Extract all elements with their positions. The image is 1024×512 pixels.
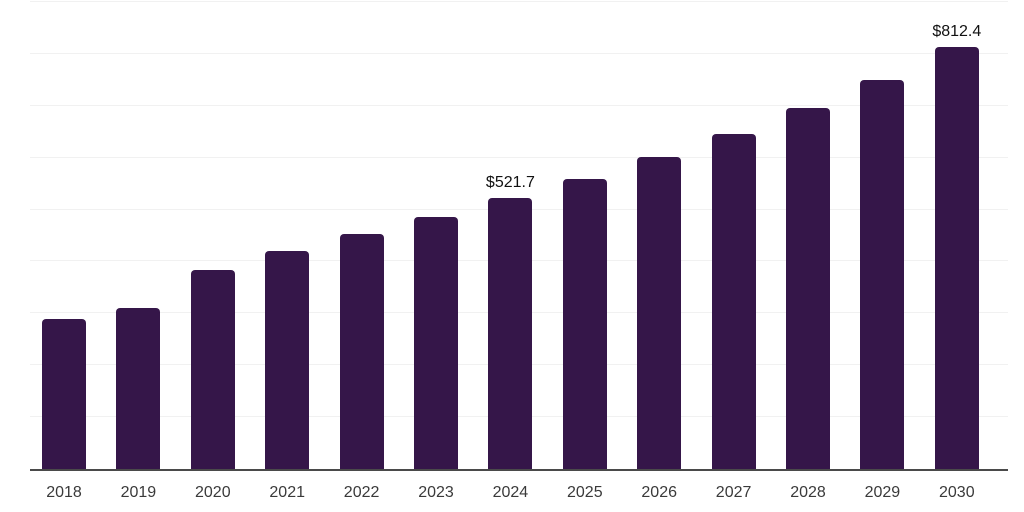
bar-2022[interactable]	[339, 234, 384, 469]
value-label-2030: $812.4	[932, 23, 982, 41]
plot-area: $521.7 $812.4	[30, 0, 1008, 471]
bar-2025[interactable]	[562, 179, 607, 469]
x-tick-label-2027: 2027	[715, 484, 752, 501]
x-tick-label-2025: 2025	[567, 484, 603, 501]
x-tick-label-2018: 2018	[46, 484, 82, 501]
gridline	[30, 156, 1008, 158]
bar-2026[interactable]	[637, 157, 682, 469]
bar-2030[interactable]	[934, 47, 979, 469]
bar-2023[interactable]	[414, 217, 458, 469]
bar-2018[interactable]	[42, 318, 86, 469]
bar-2021[interactable]	[265, 250, 310, 469]
bar-2029[interactable]	[860, 79, 905, 469]
x-tick-label-2020: 2020	[195, 484, 231, 501]
bar-2024[interactable]	[488, 198, 533, 469]
gridline	[30, 52, 1008, 54]
bar-2028[interactable]	[786, 108, 830, 469]
x-tick-label-2019: 2019	[120, 484, 157, 501]
bar-2020[interactable]	[190, 270, 235, 469]
bar-2019[interactable]	[116, 308, 161, 469]
gridline	[30, 1, 1008, 2]
x-tick-label-2024: 2024	[492, 484, 529, 501]
x-tick-label-2023: 2023	[418, 484, 454, 501]
value-label-2024: $521.7	[485, 174, 535, 192]
x-tick-label-2021: 2021	[269, 484, 305, 501]
x-tick-label-2030: 2030	[939, 484, 975, 501]
bar-2027[interactable]	[711, 134, 756, 469]
x-tick-label-2028: 2028	[790, 484, 826, 501]
gridline	[30, 104, 1008, 106]
x-tick-label-2022: 2022	[343, 484, 380, 501]
x-tick-label-2026: 2026	[641, 484, 677, 501]
x-tick-label-2029: 2029	[864, 484, 901, 501]
